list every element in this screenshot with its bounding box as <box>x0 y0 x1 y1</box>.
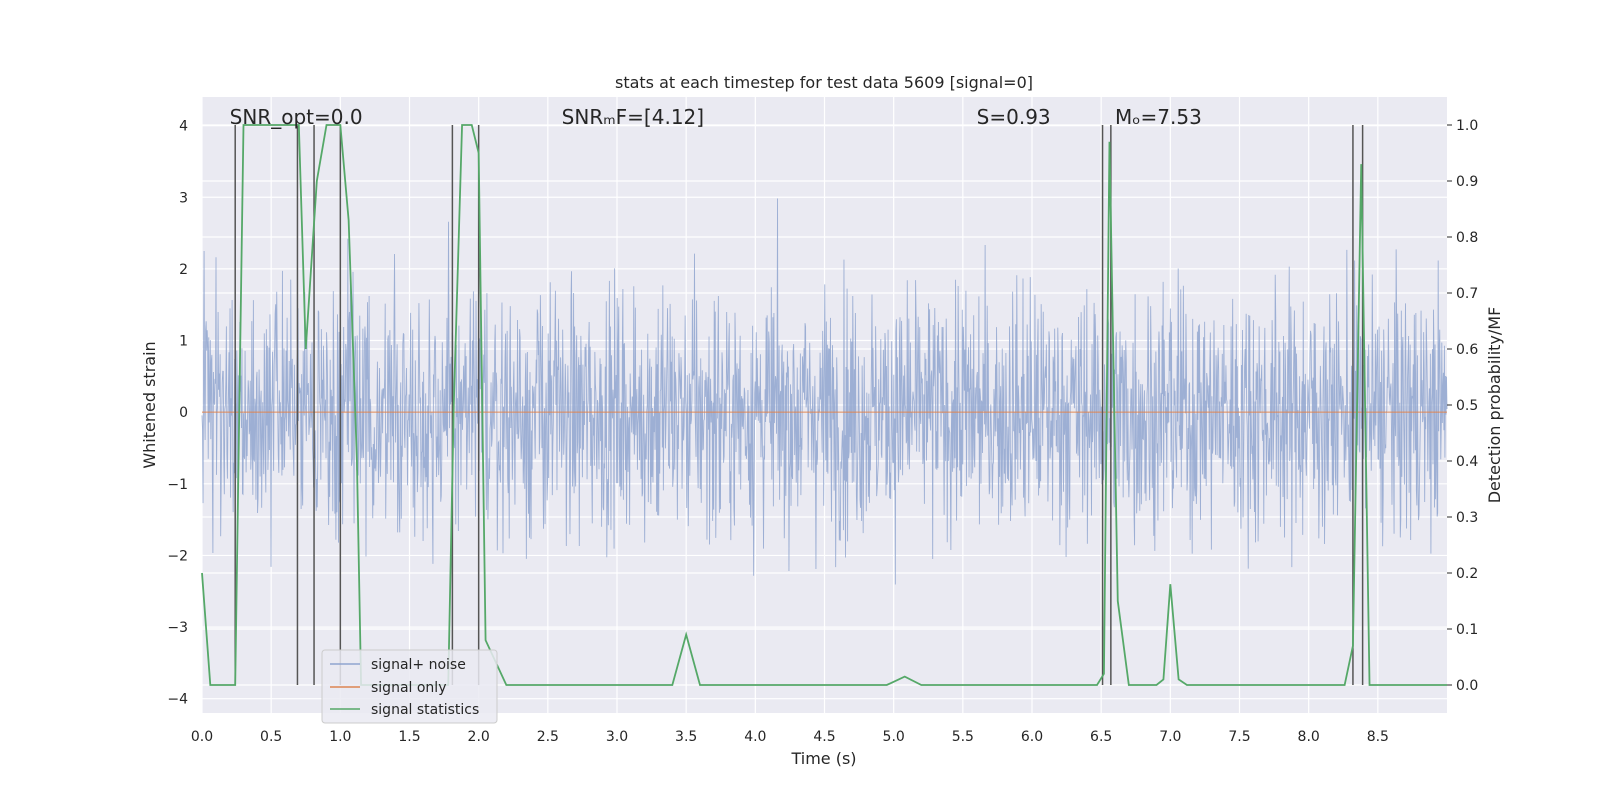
signal-noise-series <box>201 198 1448 585</box>
x-tick-label: 0.0 <box>191 729 213 745</box>
x-ticks: 0.0 0.5 1.0 1.5 2.0 2.5 3.0 3.5 4.0 4.5 5.0 5.5 6.0 6… <box>191 729 1389 745</box>
y-tick-label: −1 <box>167 477 188 493</box>
signal-statistics-series <box>201 124 1447 686</box>
legend-box <box>321 649 498 724</box>
x-tick-label: 6.0 <box>1021 729 1043 745</box>
x-tick-label: 4.0 <box>744 729 766 745</box>
legend-label-noise: signal+ noise <box>371 657 466 673</box>
y-tick-label-right: 1.0 <box>1456 118 1478 134</box>
x-tick-label: 1.5 <box>398 729 420 745</box>
signal-statistics-line <box>201 124 1447 686</box>
y-axis-label-left: Whitened strain <box>140 341 159 468</box>
y-tick-label-right: 0.5 <box>1456 398 1478 414</box>
y-ticks-left: −4 −3 −2 −1 0 1 2 3 4 <box>167 119 188 708</box>
y-tick-label: 1 <box>179 334 188 350</box>
y-tick-label: −2 <box>167 548 188 564</box>
y-tick-label-right: 0.2 <box>1456 566 1478 582</box>
x-axis-label: Time (s) <box>790 749 856 768</box>
legend: signal+ noise signal only signal statist… <box>321 649 498 724</box>
annotations: SNR_opt=0.0 SNRₘF=[4.12] S=0.93 Mₒ=7.53 <box>230 105 1202 129</box>
y-axis-label-right: Detection probability/MF <box>1485 307 1504 504</box>
signal-noise-line <box>201 198 1448 585</box>
y-tick-label: −4 <box>167 692 188 708</box>
y-ticks-right: 0.0 0.1 0.2 0.3 0.4 0.5 0.6 0.7 0.8 0.9 1.0 <box>1447 118 1478 694</box>
x-tick-label: 5.5 <box>952 729 974 745</box>
y-tick-label-right: 0.4 <box>1456 454 1478 470</box>
x-tick-label: 1.0 <box>329 729 351 745</box>
y-tick-label: 2 <box>179 262 188 278</box>
x-tick-label: 8.0 <box>1298 729 1320 745</box>
y-tick-label-right: 0.1 <box>1456 622 1478 638</box>
y-tick-label: 3 <box>179 190 188 206</box>
y-tick-label-right: 0.9 <box>1456 174 1478 190</box>
x-tick-label: 8.5 <box>1367 729 1389 745</box>
x-tick-label: 5.0 <box>883 729 905 745</box>
y-tick-label-right: 0.3 <box>1456 510 1478 526</box>
annotation-text: Mₒ=7.53 <box>1115 105 1202 129</box>
y-tick-label: 0 <box>179 405 188 421</box>
y-tick-label-right: 0.7 <box>1456 286 1478 302</box>
x-tick-label: 7.0 <box>1159 729 1181 745</box>
x-tick-label: 0.5 <box>260 729 282 745</box>
x-tick-label: 4.5 <box>813 729 835 745</box>
x-tick-label: 3.5 <box>675 729 697 745</box>
y-tick-label: −3 <box>167 620 188 636</box>
x-tick-label: 3.0 <box>606 729 628 745</box>
y-tick-label-right: 0.6 <box>1456 342 1478 358</box>
legend-label-signal: signal only <box>371 680 446 696</box>
x-tick-label: 7.5 <box>1228 729 1250 745</box>
y-tick-label-right: 0.0 <box>1456 678 1478 694</box>
annotation-text: SNRₘF=[4.12] <box>562 105 704 129</box>
annotation-text: SNR_opt=0.0 <box>230 105 363 129</box>
x-tick-label: 2.5 <box>537 729 559 745</box>
x-tick-label: 6.5 <box>1090 729 1112 745</box>
y-tick-label: 4 <box>179 119 188 135</box>
annotation-text: S=0.93 <box>977 105 1051 129</box>
x-tick-label: 2.0 <box>468 729 490 745</box>
y-tick-label-right: 0.8 <box>1456 230 1478 246</box>
chart-title: stats at each timestep for test data 560… <box>615 73 1033 92</box>
legend-label-stats: signal statistics <box>371 702 479 718</box>
